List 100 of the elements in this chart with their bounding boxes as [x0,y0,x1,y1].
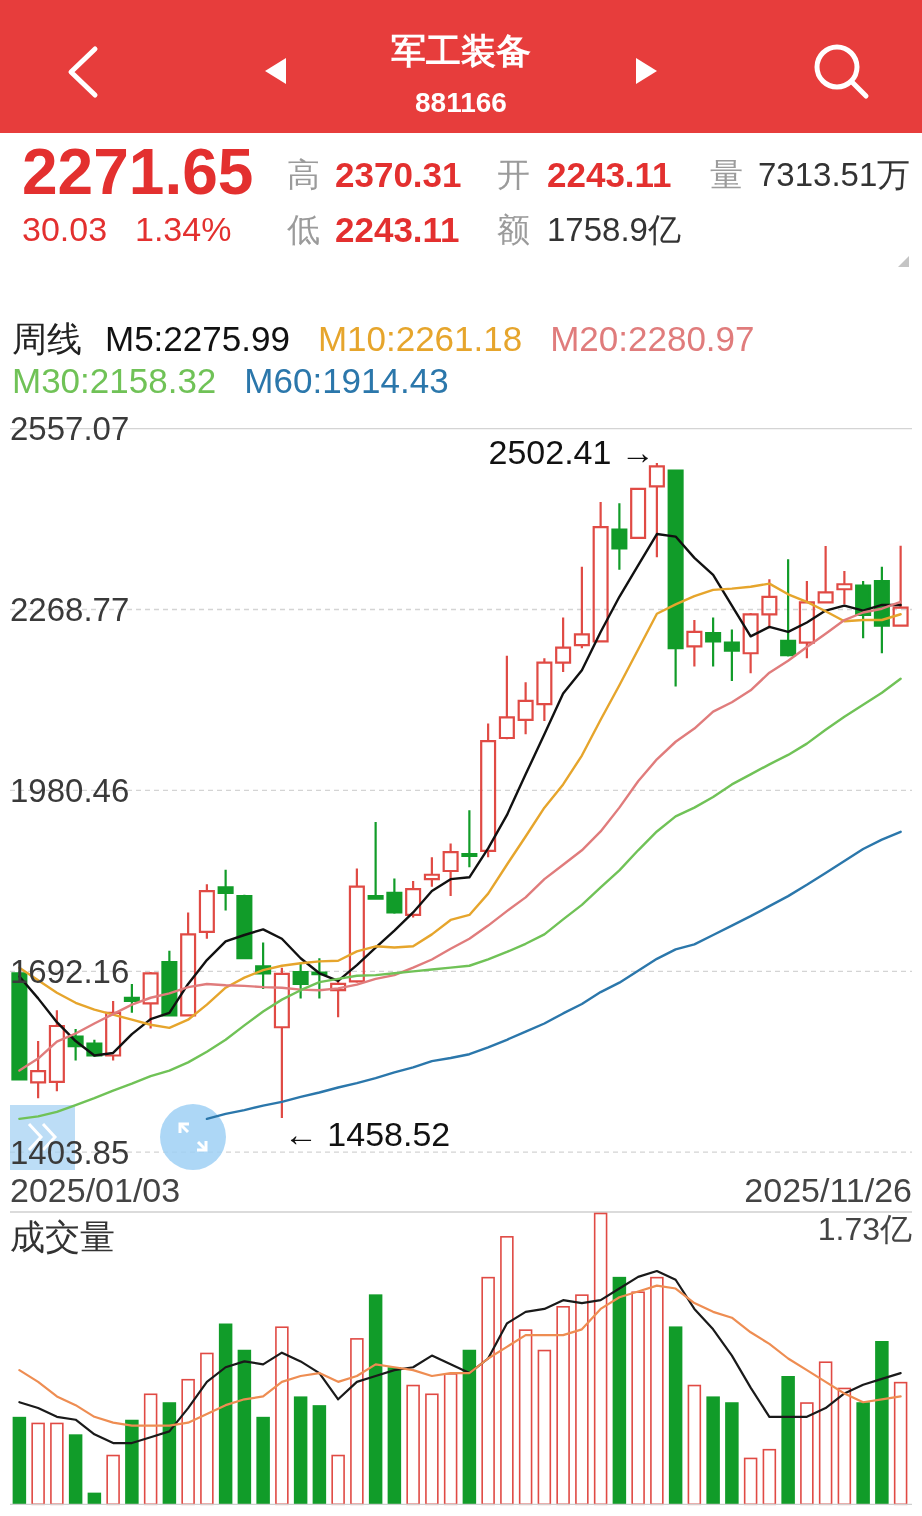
annotation: 2502.41 → [488,432,655,471]
text: M30:2158.32 [12,360,217,400]
text: 2025/01/03 [10,1171,181,1209]
bar [762,1448,777,1506]
candlestick [292,961,309,1000]
text: 1758.9亿 [547,210,681,248]
bar [106,1454,120,1506]
annotation: ← 1458.52 [283,1114,451,1153]
candlestick [592,500,609,644]
bar [518,1329,533,1506]
candlestick [798,580,815,660]
candlestick [517,681,534,736]
candlestick [555,616,572,674]
text: 1.34% [135,210,232,248]
text: 2243.11 [335,209,460,249]
candlestick [348,867,365,984]
candlestick [311,957,328,1000]
bar [462,1349,477,1505]
y-tick-label: 1692.16 [10,952,130,990]
y-tick-label: 1980.46 [10,771,130,809]
bar [593,1212,608,1506]
candlestick [573,565,590,650]
text: 量 [710,155,743,193]
candlestick [836,569,853,606]
candlestick [423,856,440,888]
bar [706,1396,720,1505]
text: M60:1914.43 [244,360,449,400]
bar [331,1454,345,1506]
candlestick [236,893,253,960]
bar [500,1236,514,1506]
text: 2370.31 [335,154,462,194]
candlestick [105,999,122,1062]
candlestick [648,461,665,559]
bar [125,1419,139,1505]
bar [875,1341,889,1505]
candlestick [198,883,215,940]
candlestick [536,657,553,723]
candlestick [667,468,684,688]
bar [293,1396,308,1505]
text: 低 [287,210,320,248]
bar [481,1276,495,1506]
candlestick [686,618,703,668]
bar [725,1402,739,1505]
candlestick [705,616,722,668]
bar [443,1373,458,1506]
bar [87,1492,102,1505]
candlestick [498,654,515,741]
bar [200,1352,214,1506]
bar [312,1405,327,1505]
bar [162,1402,177,1505]
bar [893,1381,908,1506]
bar [275,1326,289,1506]
bar [575,1294,589,1506]
candlestick [30,1039,47,1100]
text: 2271.65 [22,136,254,208]
candlestick [217,868,234,912]
bar [425,1393,439,1506]
bar [50,1422,64,1506]
text: M10:2261.18 [317,318,523,358]
bar [406,1384,420,1506]
candlestick [480,722,497,859]
candlestick [611,502,628,571]
bar [743,1457,758,1506]
text: M5:2275.99 [105,318,290,358]
candlestick [273,966,290,1119]
bar [12,1416,27,1505]
text: 881166 [415,86,507,118]
bar [31,1422,45,1506]
annotation: 1.73亿 [817,1211,912,1247]
bar [68,1434,83,1505]
candlestick [461,809,478,869]
text: 2243.11 [547,154,672,194]
candlestick [123,982,140,1014]
bar [650,1276,664,1506]
legend-title: 周线 [12,318,82,358]
bar [237,1349,252,1505]
candlestick [405,879,422,919]
bar [181,1378,195,1506]
bar [856,1402,870,1505]
candlestick [180,911,197,1018]
candlestick [892,544,909,627]
candlestick [742,612,759,675]
bar [350,1338,364,1506]
bar [818,1361,833,1506]
candlestick [780,558,797,658]
bar [387,1367,402,1505]
candlestick [442,842,459,898]
bar [668,1326,683,1505]
candlestick [48,1009,65,1093]
candlestick [386,877,403,915]
chart-title: 成交量 [10,1216,115,1256]
bar [631,1291,645,1506]
candlestick [723,628,740,682]
text: 开 [497,155,530,193]
text: 7313.51万 [758,155,911,193]
bar [612,1276,627,1505]
y-tick-label: 2268.77 [10,591,130,628]
bar [256,1416,270,1505]
bar [781,1376,795,1505]
candlestick [630,487,647,541]
